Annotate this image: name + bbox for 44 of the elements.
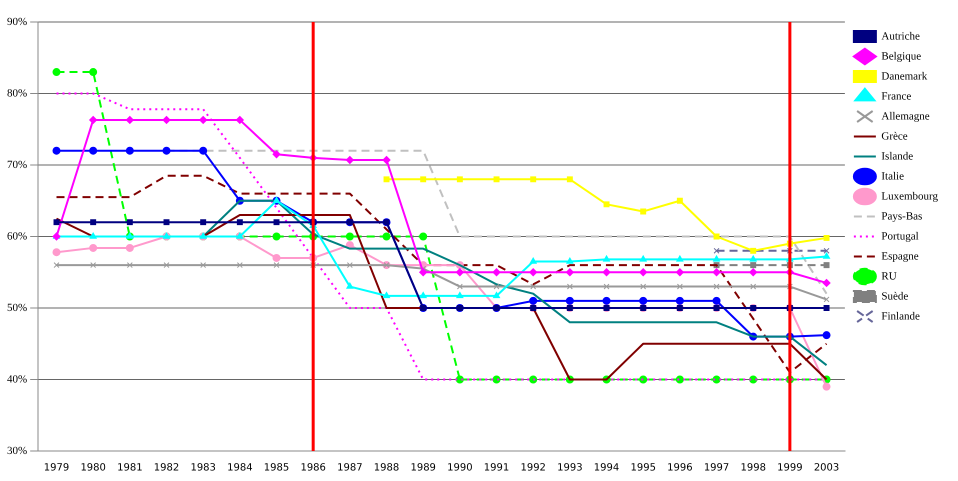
x-tick-label: 1996 [667,462,693,474]
legend-label: RU [881,270,897,282]
y-tick-label: 90% [6,16,28,28]
legend-label: France [881,90,912,102]
x-tick-label: 1985 [264,462,290,474]
x-tick-label: 1991 [484,462,510,474]
x-tick-label: 1981 [117,462,143,474]
legend-label: Islande [881,150,914,162]
x-tick-label: 1989 [410,462,436,474]
legend-label: Pays-Bas [881,210,922,222]
x-tick-label: 1999 [777,462,803,474]
x-tick-label: 1984 [227,462,253,474]
x-tick-label: 1982 [154,462,180,474]
y-tick-label: 30% [6,444,28,457]
x-tick-label: 1986 [300,462,326,474]
y-tick-label: 70% [6,158,28,171]
x-tick-label: 1993 [557,462,583,474]
x-tick-label: 1988 [374,462,400,474]
legend-label: Belgique [881,50,922,62]
x-tick-label: 1998 [740,462,766,474]
legend-label: Portugal [881,230,919,242]
x-tick-label: 1992 [520,462,546,474]
x-tick-label: 1994 [594,462,620,474]
x-tick-label: 1997 [704,462,730,474]
legend-label: Danemark [881,70,928,82]
legend-label: Suède [881,290,908,302]
legend-label: Italie [881,170,904,182]
legend-label: Finlande [881,310,920,322]
x-tick-label: 1983 [190,462,216,474]
y-tick-label: 40% [6,373,28,386]
x-tick-label: 1980 [80,462,106,474]
y-tick-label: 50% [6,302,28,314]
y-tick-label: 60% [6,230,28,242]
legend-label: Autriche [881,30,920,42]
x-tick-label: 2003 [814,462,840,474]
legend-label: Espagne [881,250,919,262]
x-tick-label: 1987 [337,462,363,474]
x-tick-label: 1979 [44,462,70,474]
legend-label: Luxembourg [881,190,938,202]
x-tick-label: 1995 [630,462,656,474]
x-tick-label: 1990 [447,462,473,474]
y-tick-label: 80% [6,87,28,100]
legend-label: Allemagne [881,110,930,122]
legend-label: Grèce [881,130,908,142]
